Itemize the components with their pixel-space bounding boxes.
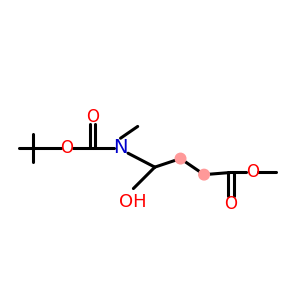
Circle shape [199, 169, 209, 180]
Circle shape [175, 153, 186, 164]
Text: O: O [246, 164, 259, 181]
Text: OH: OH [118, 194, 146, 211]
Text: O: O [61, 139, 74, 157]
Text: O: O [224, 194, 237, 212]
Text: O: O [86, 108, 99, 126]
Text: N: N [113, 138, 128, 158]
